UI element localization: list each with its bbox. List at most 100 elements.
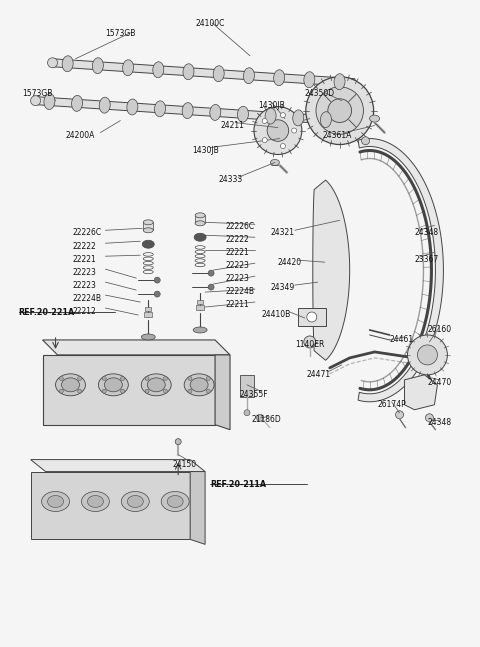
Circle shape — [145, 377, 149, 380]
Text: 26160: 26160 — [428, 325, 452, 334]
Circle shape — [208, 270, 214, 276]
Text: 1573GB: 1573GB — [23, 89, 53, 98]
Text: 22224B: 22224B — [225, 287, 254, 296]
Circle shape — [425, 413, 433, 422]
Circle shape — [154, 291, 160, 297]
Circle shape — [208, 284, 214, 290]
Ellipse shape — [304, 72, 315, 88]
Ellipse shape — [274, 70, 285, 85]
Text: 22222: 22222 — [72, 242, 96, 251]
Polygon shape — [52, 59, 355, 87]
Circle shape — [408, 335, 447, 375]
Text: 24321: 24321 — [271, 228, 295, 237]
Circle shape — [262, 118, 267, 124]
Bar — [195, 215, 205, 223]
Bar — [144, 312, 152, 317]
Ellipse shape — [238, 106, 249, 122]
Ellipse shape — [127, 99, 138, 115]
Circle shape — [262, 138, 267, 142]
Circle shape — [280, 113, 286, 118]
Circle shape — [244, 410, 250, 416]
Ellipse shape — [92, 58, 103, 74]
Text: 24100C: 24100C — [195, 19, 225, 28]
Circle shape — [78, 389, 82, 393]
Circle shape — [31, 96, 41, 105]
Ellipse shape — [48, 496, 63, 507]
Circle shape — [102, 377, 106, 380]
Circle shape — [154, 277, 160, 283]
Text: 24461: 24461 — [390, 335, 414, 344]
Polygon shape — [36, 96, 340, 125]
Circle shape — [254, 107, 302, 155]
Text: 24211: 24211 — [220, 120, 244, 129]
Ellipse shape — [334, 74, 345, 90]
Circle shape — [328, 99, 351, 122]
Text: 24348: 24348 — [428, 418, 452, 427]
Ellipse shape — [121, 492, 149, 512]
Circle shape — [307, 312, 317, 322]
Ellipse shape — [104, 378, 122, 392]
Ellipse shape — [213, 66, 224, 82]
Ellipse shape — [56, 374, 85, 396]
Circle shape — [206, 389, 210, 393]
Circle shape — [280, 144, 286, 149]
Circle shape — [120, 377, 124, 380]
Bar — [144, 223, 153, 230]
Text: 22226C: 22226C — [225, 223, 254, 231]
Circle shape — [48, 58, 58, 68]
Text: 22224B: 22224B — [72, 294, 101, 303]
Ellipse shape — [61, 378, 80, 392]
Text: REF.20-221A: REF.20-221A — [19, 308, 75, 317]
Bar — [196, 305, 204, 310]
Circle shape — [292, 128, 297, 133]
Circle shape — [163, 389, 168, 393]
Text: 23367: 23367 — [415, 255, 439, 264]
Ellipse shape — [183, 64, 194, 80]
Circle shape — [361, 137, 370, 145]
Circle shape — [78, 377, 82, 380]
Ellipse shape — [194, 234, 206, 241]
Ellipse shape — [62, 56, 73, 72]
Circle shape — [306, 77, 373, 144]
Text: 26174P: 26174P — [378, 400, 407, 409]
Circle shape — [267, 120, 288, 141]
Text: 24470: 24470 — [428, 378, 452, 387]
Ellipse shape — [370, 115, 380, 122]
Text: 22221: 22221 — [225, 248, 249, 258]
Circle shape — [206, 377, 210, 380]
Polygon shape — [43, 340, 230, 355]
Text: 22211: 22211 — [225, 300, 249, 309]
Ellipse shape — [127, 496, 144, 507]
Ellipse shape — [161, 492, 189, 512]
Ellipse shape — [72, 95, 83, 111]
Ellipse shape — [44, 94, 55, 109]
Ellipse shape — [122, 60, 133, 76]
Ellipse shape — [195, 221, 205, 226]
Circle shape — [188, 389, 192, 393]
Ellipse shape — [190, 378, 208, 392]
Text: 24333: 24333 — [218, 175, 242, 184]
Text: 24410B: 24410B — [262, 310, 291, 319]
Circle shape — [145, 389, 149, 393]
Ellipse shape — [167, 496, 183, 507]
Circle shape — [102, 389, 106, 393]
Text: 24420: 24420 — [278, 258, 302, 267]
Text: 1430JB: 1430JB — [192, 146, 219, 155]
Text: 22212: 22212 — [72, 307, 96, 316]
Text: 22226C: 22226C — [72, 228, 102, 237]
Circle shape — [175, 439, 181, 444]
Ellipse shape — [144, 220, 153, 225]
Ellipse shape — [42, 492, 70, 512]
Text: 24355F: 24355F — [240, 389, 269, 399]
Text: 24150: 24150 — [172, 459, 196, 468]
Text: 24361A: 24361A — [323, 131, 352, 140]
Text: 1140ER: 1140ER — [295, 340, 324, 349]
Polygon shape — [190, 472, 205, 544]
Ellipse shape — [210, 104, 221, 120]
Text: 21186D: 21186D — [252, 415, 282, 424]
Ellipse shape — [82, 492, 109, 512]
Ellipse shape — [141, 334, 155, 340]
Text: 24471: 24471 — [307, 370, 331, 379]
Text: 22223: 22223 — [72, 268, 96, 277]
Text: 24350D: 24350D — [305, 89, 335, 98]
